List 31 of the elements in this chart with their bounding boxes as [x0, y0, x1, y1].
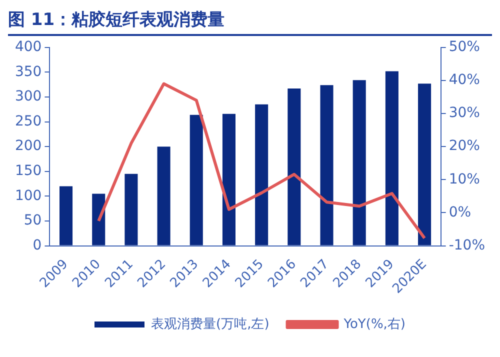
bar	[60, 186, 73, 246]
bar	[255, 104, 268, 246]
bar	[190, 114, 203, 246]
y-tick-label: 100	[14, 188, 42, 204]
bar	[222, 114, 236, 246]
y-tick-label: 200	[14, 138, 42, 154]
y-tick-label: 400	[14, 39, 42, 56]
y2-tick-label: 20%	[448, 138, 480, 154]
chart-title: 图 11：粘胶短纤表观消费量	[8, 8, 492, 36]
bar	[92, 194, 106, 246]
y-tick-label: 300	[14, 88, 42, 105]
bar	[418, 84, 432, 246]
y2-tick-label: -10%	[448, 237, 486, 254]
y-tick-label: 0	[32, 237, 42, 254]
legend-label: 表观消费量(万吨,左)	[150, 316, 270, 332]
bar	[320, 85, 334, 246]
y-tick-label: 150	[14, 163, 42, 180]
y-tick-label: 250	[14, 113, 42, 130]
y-tick-label: 50	[24, 212, 42, 229]
y2-tick-label: 30%	[448, 105, 480, 122]
bar	[385, 71, 398, 246]
y2-tick-label: 40%	[448, 72, 480, 88]
y2-tick-label: 0%	[448, 204, 472, 220]
bar	[352, 80, 366, 246]
bar	[157, 146, 170, 246]
y2-tick-label: 10%	[448, 171, 480, 188]
bar	[288, 88, 301, 246]
legend-label: YoY(%,右)	[342, 316, 406, 332]
y2-tick-label: 50%	[448, 39, 480, 56]
bar	[124, 174, 138, 246]
y-tick-label: 350	[14, 64, 42, 80]
